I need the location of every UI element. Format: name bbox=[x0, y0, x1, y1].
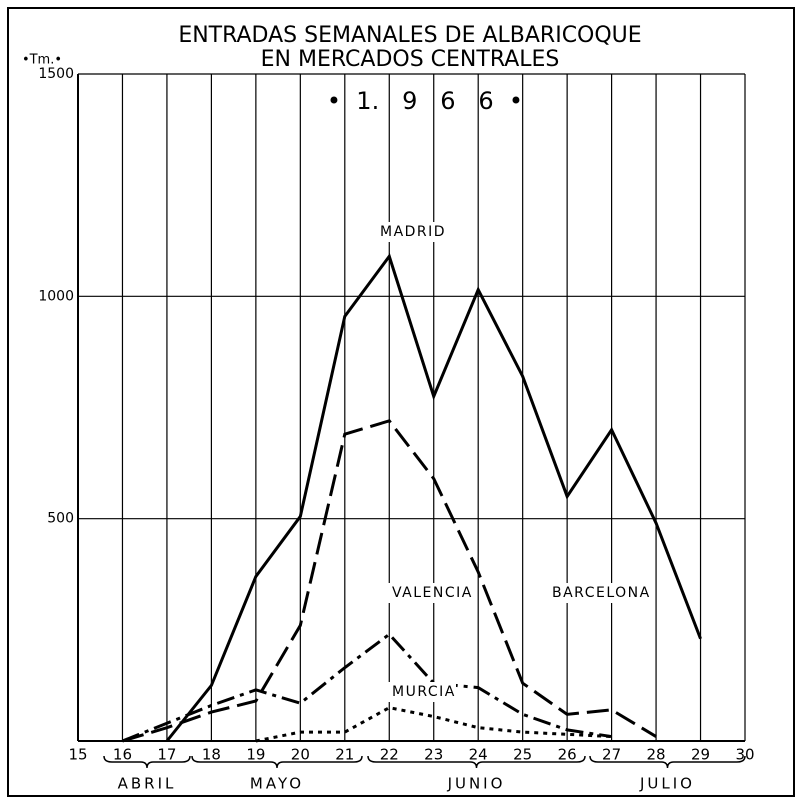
label-bg bbox=[376, 222, 444, 242]
series-label: MADRID bbox=[380, 224, 446, 240]
x-tick-label: 15 bbox=[68, 746, 87, 764]
y-tick-label: 1000 bbox=[38, 288, 74, 304]
chart-title: ENTRADAS SEMANALES DE ALBARICOQUE bbox=[178, 23, 641, 48]
x-tick-label: 18 bbox=[202, 746, 221, 764]
x-tick-label: 29 bbox=[691, 746, 710, 764]
month-label: MAYO bbox=[250, 775, 304, 793]
x-tick-label: 17 bbox=[157, 746, 176, 764]
month-brace bbox=[367, 755, 586, 769]
chart-subtitle: EN MERCADOS CENTRALES bbox=[261, 47, 560, 72]
x-tick-label: 23 bbox=[424, 746, 443, 764]
month-label: ABRIL bbox=[118, 775, 177, 793]
series-line bbox=[122, 419, 657, 743]
x-tick-label: 22 bbox=[380, 746, 399, 764]
label-bg bbox=[548, 583, 646, 603]
month-brace bbox=[103, 755, 191, 769]
frame bbox=[7, 7, 795, 797]
series-label: VALENCIA bbox=[392, 585, 473, 601]
month-label: JULIO bbox=[639, 775, 695, 793]
x-tick-label: 28 bbox=[647, 746, 666, 764]
series-label: MURCIA bbox=[392, 684, 456, 700]
label-bg bbox=[388, 583, 476, 603]
month-brace bbox=[191, 755, 363, 769]
month-label: JUNIO bbox=[447, 775, 506, 793]
x-tick-label: 19 bbox=[246, 746, 265, 764]
label-bg bbox=[388, 682, 456, 702]
year-label: • 1. 9 6 6 • bbox=[327, 87, 523, 115]
y-tick-label: 1500 bbox=[38, 66, 74, 82]
x-tick-label: 30 bbox=[735, 746, 754, 764]
series-label: BARCELONA bbox=[552, 585, 651, 601]
x-tick-label: 25 bbox=[513, 746, 532, 764]
y-tick-label: 500 bbox=[47, 511, 74, 527]
x-tick-label: 20 bbox=[291, 746, 310, 764]
series-line bbox=[165, 253, 702, 742]
y-axis-label: •Tm.• bbox=[22, 53, 62, 68]
series-line bbox=[255, 706, 612, 743]
x-tick-label: 24 bbox=[469, 746, 488, 764]
x-tick-label: 16 bbox=[113, 746, 132, 764]
x-tick-label: 26 bbox=[558, 746, 577, 764]
month-brace bbox=[589, 755, 746, 769]
series-line bbox=[121, 632, 612, 743]
x-tick-label: 27 bbox=[602, 746, 621, 764]
x-tick-label: 21 bbox=[335, 746, 354, 764]
